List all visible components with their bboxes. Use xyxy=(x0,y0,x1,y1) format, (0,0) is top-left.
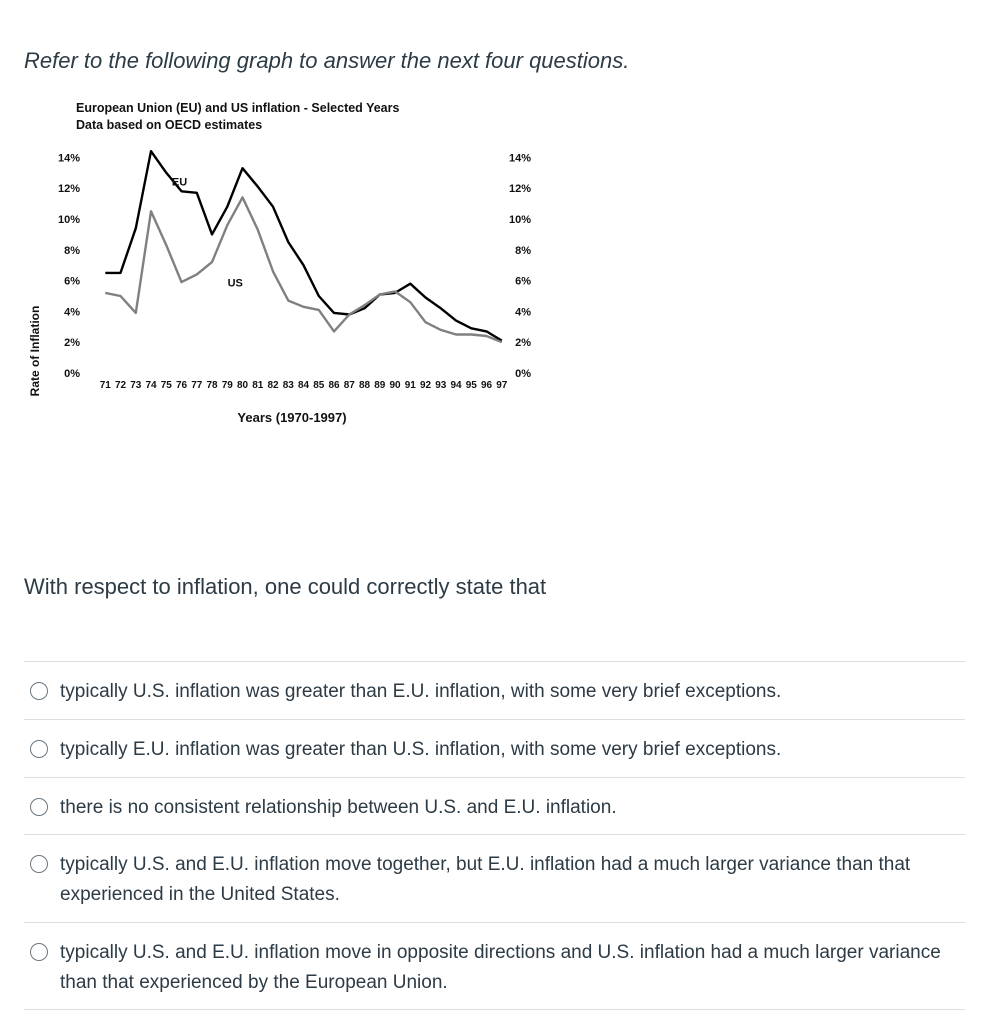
x-tick-label: 85 xyxy=(313,380,325,391)
radio-button[interactable] xyxy=(30,943,48,961)
x-tick-label: 91 xyxy=(405,380,417,391)
answer-option[interactable]: typically U.S. and E.U. inflation move i… xyxy=(24,922,965,1010)
x-tick-label: 74 xyxy=(145,380,157,391)
intro-text: Refer to the following graph to answer t… xyxy=(24,48,630,73)
inflation-chart: European Union (EU) and US inflation - S… xyxy=(28,101,531,425)
series-label-us: US xyxy=(228,278,243,290)
x-axis-label: Years (1970-1997) xyxy=(237,410,346,425)
y-tick-label-right: 2% xyxy=(515,337,531,349)
x-tick-label: 89 xyxy=(374,380,386,391)
y-tick-label-right: 8% xyxy=(515,245,531,257)
y-tick-label-left: 4% xyxy=(64,306,80,318)
y-tick-label-right: 12% xyxy=(509,183,531,195)
x-tick-label: 95 xyxy=(466,380,478,391)
y-tick-label-left: 14% xyxy=(58,152,80,164)
y-tick-label-left: 0% xyxy=(64,368,80,380)
x-tick-label: 86 xyxy=(328,380,340,391)
answer-label: there is no consistent relationship betw… xyxy=(60,797,617,818)
series-line-us xyxy=(105,196,503,344)
answer-label: typically U.S. inflation was greater tha… xyxy=(60,681,782,702)
x-tick-label: 81 xyxy=(252,380,264,391)
x-tick-label: 77 xyxy=(191,380,203,391)
y-tick-label-left: 6% xyxy=(64,276,80,288)
radio-button[interactable] xyxy=(30,798,48,816)
question-text: With respect to inflation, one could cor… xyxy=(24,574,547,599)
chart-subtitle: Data based on OECD estimates xyxy=(76,118,262,132)
x-tick-label: 96 xyxy=(481,380,493,391)
x-tick-label: 97 xyxy=(496,380,508,391)
y-axis-label: Rate of Inflation xyxy=(28,306,42,397)
x-tick-label: 83 xyxy=(283,380,295,391)
y-tick-label-right: 0% xyxy=(515,368,531,380)
x-tick-label: 71 xyxy=(100,380,112,391)
answer-label: typically E.U. inflation was greater tha… xyxy=(60,739,782,760)
answer-label: typically U.S. and E.U. inflation move t… xyxy=(60,854,911,905)
y-tick-label-right: 10% xyxy=(509,214,531,226)
x-tick-label: 84 xyxy=(298,380,310,391)
x-tick-label: 76 xyxy=(176,380,188,391)
x-tick-label: 82 xyxy=(267,380,279,391)
answer-option[interactable]: there is no consistent relationship betw… xyxy=(24,777,965,834)
x-tick-label: 72 xyxy=(115,380,127,391)
radio-button[interactable] xyxy=(30,740,48,758)
radio-button[interactable] xyxy=(30,855,48,873)
answer-option[interactable]: typically U.S. inflation was greater tha… xyxy=(24,661,965,719)
y-tick-label-left: 2% xyxy=(64,337,80,349)
radio-button[interactable] xyxy=(30,682,48,700)
x-tick-label: 88 xyxy=(359,380,371,391)
y-tick-label-left: 12% xyxy=(58,183,80,195)
series-label-eu: EU xyxy=(172,176,187,188)
x-tick-label: 87 xyxy=(344,380,356,391)
answer-option[interactable]: typically E.U. inflation was greater tha… xyxy=(24,719,965,777)
x-tick-label: 78 xyxy=(206,380,218,391)
x-tick-label: 75 xyxy=(161,380,173,391)
answer-list: typically U.S. inflation was greater tha… xyxy=(24,661,965,1010)
x-tick-label: 79 xyxy=(222,380,234,391)
x-tick-label: 73 xyxy=(130,380,142,391)
y-tick-label-left: 8% xyxy=(64,245,80,257)
y-tick-label-right: 6% xyxy=(515,276,531,288)
y-tick-label-right: 4% xyxy=(515,306,531,318)
y-tick-label-left: 10% xyxy=(58,214,80,226)
x-tick-label: 90 xyxy=(389,380,401,391)
x-tick-label: 80 xyxy=(237,380,249,391)
chart-title: European Union (EU) and US inflation - S… xyxy=(76,101,399,115)
answer-option[interactable]: typically U.S. and E.U. inflation move t… xyxy=(24,834,965,922)
y-tick-label-right: 14% xyxy=(509,152,531,164)
answer-label: typically U.S. and E.U. inflation move i… xyxy=(60,942,941,993)
x-tick-label: 94 xyxy=(450,380,462,391)
x-tick-label: 93 xyxy=(435,380,447,391)
series-line-eu xyxy=(105,150,503,342)
x-tick-label: 92 xyxy=(420,380,432,391)
